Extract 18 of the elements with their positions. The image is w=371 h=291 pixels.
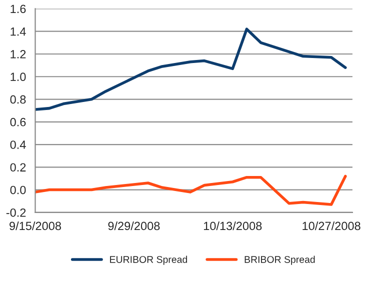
y-tick-label: 0.4 xyxy=(10,140,26,149)
legend-label: BRIBOR Spread xyxy=(244,256,315,265)
x-tick-label: 9/29/2008 xyxy=(108,221,160,230)
line-series xyxy=(35,28,347,111)
y-tick-label: 1.2 xyxy=(10,50,26,58)
legend-label: EURIBOR Spread xyxy=(110,256,188,265)
y-tick-label: 0.6 xyxy=(10,118,26,126)
y-tick-label: 1.6 xyxy=(10,4,26,14)
y-tick-label: 0.0 xyxy=(10,186,26,194)
y-tick-label: -0.2 xyxy=(6,208,26,217)
x-tick-label: 9/15/2008 xyxy=(10,221,61,230)
y-tick-label: 1.0 xyxy=(10,72,26,82)
y-tick-label: 0.8 xyxy=(10,95,26,104)
y-tick-label: 1.4 xyxy=(10,28,26,36)
y-tick-label: 0.2 xyxy=(10,163,26,172)
line-series xyxy=(35,174,347,206)
x-tick-label: 10/27/2008 xyxy=(302,221,360,230)
x-tick-label: 10/13/2008 xyxy=(204,221,262,230)
